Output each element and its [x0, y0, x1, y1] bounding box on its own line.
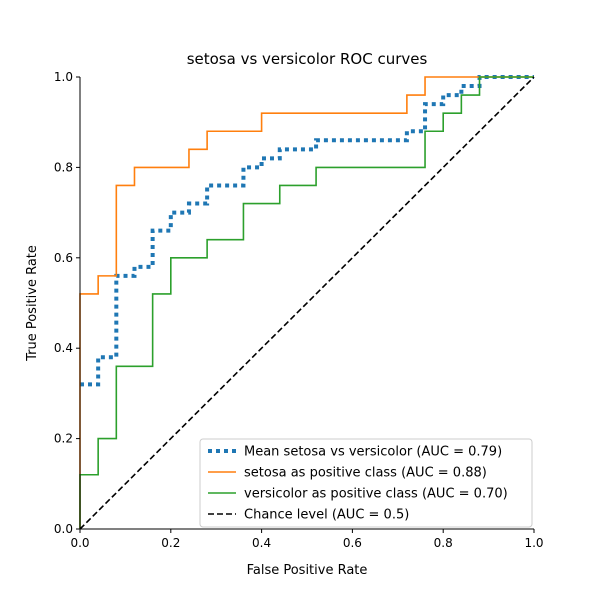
chart-title: setosa vs versicolor ROC curves	[187, 50, 428, 68]
y-tick-label: 0.6	[54, 251, 73, 265]
legend-label: versicolor as positive class (AUC = 0.70…	[244, 487, 508, 502]
y-tick-label: 0.2	[54, 432, 73, 446]
legend-box	[199, 438, 533, 528]
legend-label: setosa as positive class (AUC = 0.88)	[244, 466, 487, 481]
legend-label: Chance level (AUC = 0.5)	[244, 508, 409, 523]
series-line-1	[79, 76, 534, 529]
y-tick-label: 0.4	[54, 341, 73, 355]
x-tick-label: 0.0	[70, 536, 89, 550]
series-line-2	[79, 76, 534, 529]
series-line-3	[79, 76, 535, 530]
x-tick-label: 0.2	[161, 536, 180, 550]
y-axis-label: True Positive Rate	[25, 245, 40, 362]
y-tick-label: 1.0	[54, 70, 73, 84]
x-tick-label: 0.6	[343, 536, 362, 550]
x-tick-label: 0.8	[434, 536, 453, 550]
y-tick-label: 0.0	[54, 522, 73, 536]
legend-label: Mean setosa vs versicolor (AUC = 0.79)	[244, 445, 502, 460]
x-axis-label: False Positive Rate	[247, 563, 368, 578]
y-tick-label: 0.8	[54, 160, 73, 174]
x-tick-label: 0.4	[252, 536, 271, 550]
series-line-0	[80, 75, 534, 387]
legend: Mean setosa vs versicolor (AUC = 0.79) se…	[199, 438, 533, 528]
x-tick-label: 1.0	[524, 536, 543, 550]
